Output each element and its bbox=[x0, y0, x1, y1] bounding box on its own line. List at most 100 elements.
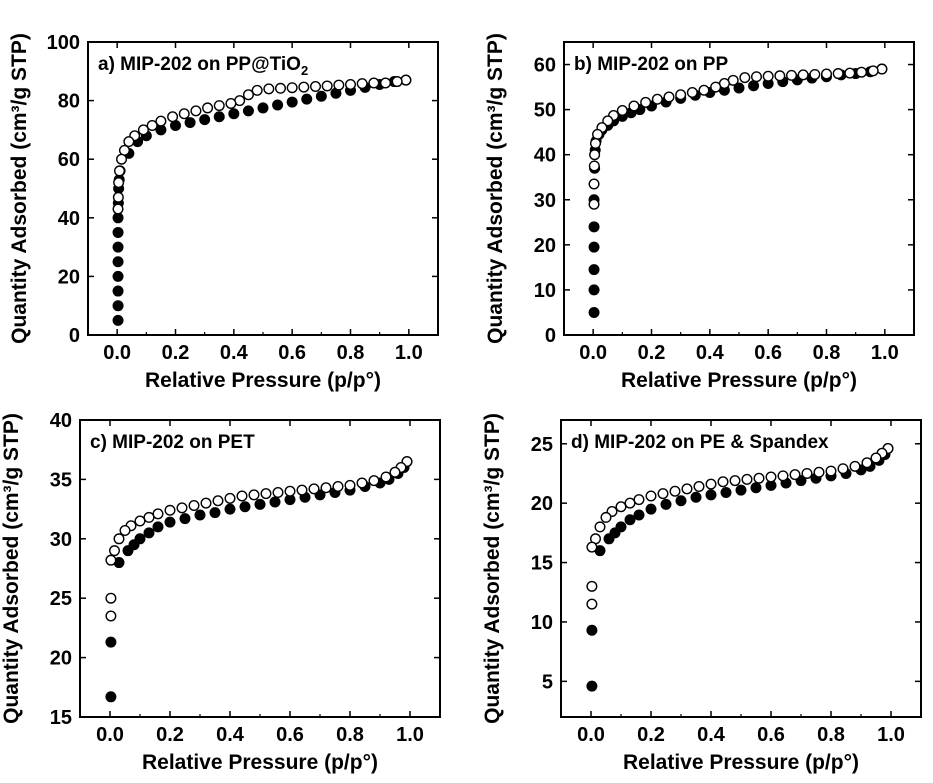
desorption-point bbox=[663, 91, 675, 103]
desorption-point bbox=[167, 111, 179, 123]
desorption-point bbox=[188, 500, 200, 512]
y-tick-label: 35 bbox=[50, 469, 72, 491]
desorption-point bbox=[861, 457, 873, 469]
desorption-point bbox=[590, 137, 602, 149]
desorption-point bbox=[321, 80, 333, 92]
desorption-point bbox=[152, 508, 164, 520]
desorption-point bbox=[308, 483, 320, 495]
adsorption-point bbox=[615, 521, 627, 533]
desorption-point bbox=[751, 71, 763, 83]
x-tick-label: 0.2 bbox=[156, 724, 184, 746]
adsorption-point bbox=[660, 498, 672, 510]
adsorption-point bbox=[705, 489, 717, 501]
adsorption-point bbox=[112, 285, 124, 297]
desorption-point bbox=[380, 77, 392, 89]
adsorption-point bbox=[257, 102, 269, 114]
desorption-point bbox=[212, 495, 224, 507]
desorption-point bbox=[286, 82, 298, 94]
desorption-point bbox=[825, 465, 837, 477]
x-tick-label: 0.0 bbox=[103, 342, 131, 364]
x-axis-title: Relative Pressure (p/p°) bbox=[623, 751, 859, 774]
desorption-point bbox=[588, 160, 600, 172]
desorption-point bbox=[113, 177, 125, 189]
adsorption-point bbox=[748, 80, 760, 92]
desorption-point bbox=[586, 598, 598, 610]
y-tick-label: 40 bbox=[534, 145, 556, 167]
desorption-point bbox=[813, 466, 825, 478]
desorption-point bbox=[176, 502, 188, 514]
desorption-point bbox=[876, 63, 888, 75]
adsorption-point bbox=[586, 680, 598, 692]
y-tick-label: 0 bbox=[545, 325, 556, 347]
panel-title: b) MIP-202 on PP bbox=[574, 54, 728, 75]
x-axis-title: Relative Pressure (p/p°) bbox=[621, 369, 857, 392]
y-tick-label: 100 bbox=[47, 32, 80, 54]
desorption-point bbox=[809, 68, 821, 80]
desorption-point bbox=[675, 89, 687, 101]
desorption-point bbox=[739, 72, 751, 84]
desorption-point bbox=[298, 81, 310, 93]
plot-frame bbox=[79, 419, 441, 718]
y-tick-label: 15 bbox=[50, 707, 72, 729]
x-tick-label: 0.8 bbox=[813, 342, 841, 364]
y-tick-label: 15 bbox=[531, 553, 553, 575]
desorption-point bbox=[645, 490, 657, 502]
desorption-point bbox=[789, 469, 801, 481]
desorption-point bbox=[693, 481, 705, 493]
x-tick-label: 0.6 bbox=[757, 724, 785, 746]
adsorption-point bbox=[690, 491, 702, 503]
adsorption-point bbox=[179, 513, 191, 525]
desorption-point bbox=[190, 105, 202, 117]
panel-d: 0.0 0.2 0.4 0.6 0.8 1.0 5 10 15 20 25 Relative Pres… bbox=[481, 413, 922, 774]
desorption-point bbox=[832, 68, 844, 80]
desorption-point bbox=[119, 524, 131, 536]
panel-title-subscript: 2 bbox=[301, 63, 308, 78]
adsorption-point bbox=[164, 516, 176, 528]
y-tick-label: 60 bbox=[58, 149, 80, 171]
adsorption-point bbox=[588, 284, 600, 296]
adsorption-point bbox=[269, 496, 281, 508]
adsorption-point bbox=[143, 527, 155, 539]
desorption-point bbox=[155, 115, 167, 127]
adsorption-point bbox=[272, 99, 284, 111]
desorption-point bbox=[260, 488, 272, 500]
adsorption-point bbox=[733, 82, 745, 94]
desorption-point bbox=[797, 69, 809, 81]
y-axis-title: Quantity Adsorbed (cm³/g STP) bbox=[8, 33, 31, 344]
y-tick-label: 20 bbox=[531, 493, 553, 515]
y-tick-label: 20 bbox=[50, 648, 72, 670]
desorption-point bbox=[669, 485, 681, 497]
adsorption-point bbox=[633, 509, 645, 521]
desorption-point bbox=[777, 470, 789, 482]
y-axis-title: Quantity Adsorbed (cm³/g STP) bbox=[484, 33, 507, 344]
desorption-point bbox=[113, 165, 125, 177]
desorption-point bbox=[275, 82, 287, 94]
desorption-point bbox=[105, 610, 117, 622]
desorption-point bbox=[592, 128, 604, 140]
desorption-point bbox=[116, 153, 128, 165]
y-tick-label: 40 bbox=[58, 208, 80, 230]
adsorption-point bbox=[301, 93, 313, 105]
desorption-point bbox=[225, 98, 237, 110]
panel-title: a) MIP-202 on PP@TiO2 bbox=[98, 54, 308, 78]
y-tick-label: 60 bbox=[534, 55, 556, 77]
desorption-point bbox=[284, 485, 296, 497]
adsorption-point bbox=[588, 264, 600, 276]
desorption-point bbox=[344, 479, 356, 491]
desorption-point bbox=[263, 83, 275, 95]
desorption-point bbox=[849, 460, 861, 472]
adsorption-point bbox=[112, 256, 124, 268]
y-tick-label: 50 bbox=[534, 100, 556, 122]
desorption-point bbox=[765, 471, 777, 483]
desorption-point bbox=[651, 93, 663, 105]
y-tick-label: 10 bbox=[534, 280, 556, 302]
desorption-point bbox=[356, 78, 368, 90]
x-tick-label: 0.6 bbox=[278, 342, 306, 364]
desorption-point bbox=[774, 70, 786, 82]
panel-title: c) MIP-202 on PET bbox=[90, 432, 255, 453]
adsorption-point bbox=[152, 521, 164, 533]
desorption-point bbox=[213, 100, 225, 112]
desorption-point bbox=[251, 84, 263, 96]
desorption-point bbox=[224, 492, 236, 504]
adsorption-point bbox=[134, 533, 146, 545]
